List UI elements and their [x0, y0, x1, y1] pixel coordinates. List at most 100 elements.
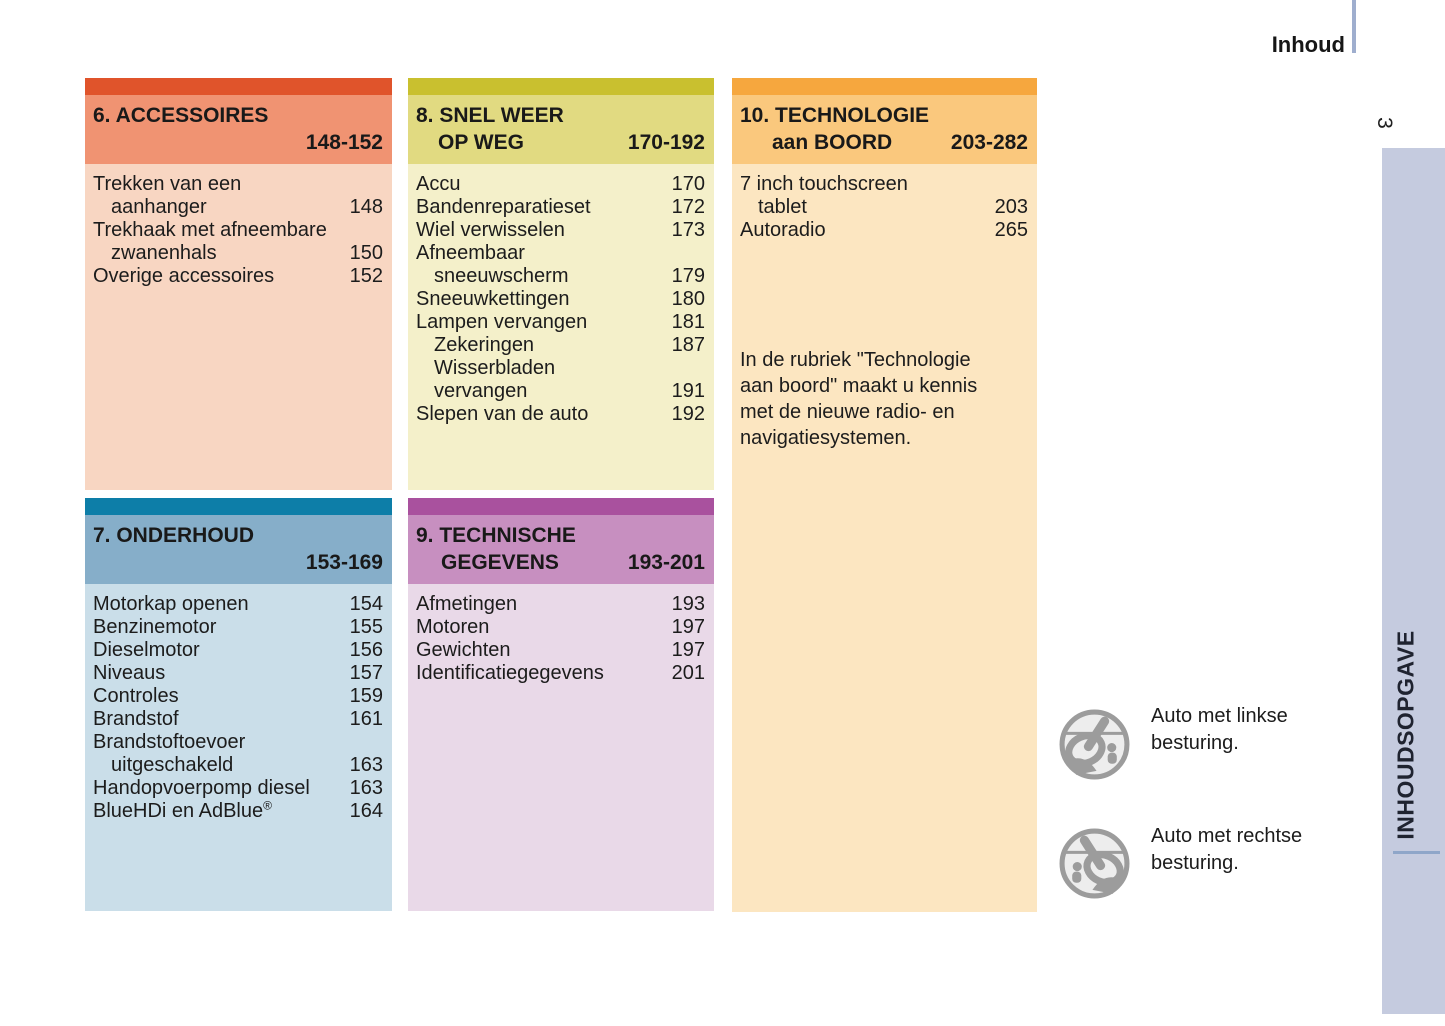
- toc-entry-page: 191: [671, 380, 705, 402]
- toc-entry-page: 157: [349, 662, 383, 684]
- section-title-line2: aan BOORD: [772, 131, 893, 154]
- toc-entry-label: Motorkap openen: [93, 593, 249, 615]
- toc-row: Zekeringen 187: [408, 334, 714, 357]
- toc-entry-label: Motoren: [416, 616, 490, 638]
- section-accessoires: 6. ACCESSOIRES 148-152 Trekken van een aanh…: [85, 78, 392, 490]
- toc-row: vervangen 191: [408, 380, 714, 403]
- toc-entry-label: Niveaus: [93, 662, 166, 684]
- section-header: 8. SNEL WEER OP WEG 170-192: [408, 95, 714, 164]
- toc-entry-page: 170: [671, 173, 705, 195]
- section-header: 10. TECHNOLOGIE aan BOORD 203-282: [732, 95, 1037, 164]
- toc-row: Lampen vervangen 181: [408, 311, 714, 334]
- toc-row: Controles 159: [85, 685, 392, 708]
- sidebar-rule: [1393, 851, 1440, 854]
- toc-entry-page: 197: [671, 639, 705, 661]
- section-page-range: 170-192: [627, 131, 705, 154]
- section-item-list: Trekken van een aanhanger 148 Trekhaak met …: [85, 164, 392, 490]
- toc-entry-page: 150: [349, 242, 383, 264]
- toc-entry-label: Dieselmotor: [93, 639, 200, 661]
- sidebar: [1382, 148, 1445, 1014]
- toc-entry-label: Lampen vervangen: [416, 311, 588, 333]
- toc-row: Trekken van een: [85, 173, 392, 196]
- sidebar-label: INHOUDSOPGAVE: [1392, 630, 1419, 840]
- toc-entry-label: Benzinemotor: [93, 616, 217, 638]
- section-page-range: 153-169: [305, 551, 383, 574]
- toc-entry-label: Afmetingen: [416, 593, 518, 615]
- toc-entry-label: Gewichten: [416, 639, 511, 661]
- toc-row: Gewichten 197: [408, 639, 714, 662]
- toc-entry-page: 192: [671, 403, 705, 425]
- toc-entry-label: 7 inch touchscreen: [740, 173, 908, 195]
- toc-entry-page: 180: [671, 288, 705, 310]
- section-header: 7. ONDERHOUD 153-169: [85, 515, 392, 584]
- toc-row: Motoren 197: [408, 616, 714, 639]
- toc-row: 7 inch touchscreen: [732, 173, 1037, 196]
- toc-entry-label: aanhanger: [111, 196, 207, 218]
- section-title-line2-row: OP WEG 170-192: [416, 129, 705, 156]
- toc-entry-label: uitgeschakeld: [111, 754, 234, 776]
- toc-entry-label: Overige accessoires: [93, 265, 275, 287]
- section-page-range: 203-282: [950, 131, 1028, 154]
- toc-entry-label: Brandstof: [93, 708, 179, 730]
- steering-wheel-right-icon: [1059, 828, 1130, 899]
- section-title-line1: 8. SNEL WEER: [416, 104, 564, 127]
- toc-entry-page: 187: [671, 334, 705, 356]
- toc-entry-label: Zekeringen: [434, 334, 535, 356]
- section-color-strip: [408, 78, 714, 95]
- toc-entry-page: 161: [349, 708, 383, 730]
- toc-entry-label: Brandstoftoevoer: [93, 731, 246, 753]
- section-snel-weer-op-weg: 8. SNEL WEER OP WEG 170-192 Accu 170 Bandenre…: [408, 78, 714, 490]
- toc-entry-label: Sneeuwkettingen: [416, 288, 570, 310]
- toc-entry-page: 163: [349, 777, 383, 799]
- toc-row: Brandstof 161: [85, 708, 392, 731]
- section-title-line1: 7. ONDERHOUD: [93, 524, 255, 547]
- toc-row: Brandstoftoevoer: [85, 731, 392, 754]
- section-title-line1: 10. TECHNOLOGIE: [740, 104, 930, 127]
- toc-entry-label: Identificatiegegevens: [416, 662, 604, 684]
- toc-entry-label: BlueHDi en AdBlue®: [93, 798, 272, 822]
- toc-entry-label: Controles: [93, 685, 179, 707]
- toc-entry-label: vervangen: [434, 380, 528, 402]
- toc-row: Afmetingen 193: [408, 593, 714, 616]
- toc-row: Autoradio 265: [732, 219, 1037, 242]
- toc-row: Trekhaak met afneembare: [85, 219, 392, 242]
- section-item-list: 7 inch touchscreen tablet 203 Autoradio 265 I…: [732, 164, 1037, 912]
- toc-entry-page: 148: [349, 196, 383, 218]
- toc-entry-page: [703, 357, 705, 380]
- toc-row: Slepen van de auto 192: [408, 403, 714, 426]
- toc-entry-label: Bandenreparatieset: [416, 196, 591, 218]
- toc-entry-page: 179: [671, 265, 705, 287]
- toc-entry-label: Wisserbladen: [434, 357, 556, 379]
- toc-row: Accu 170: [408, 173, 714, 196]
- toc-row: Bandenreparatieset 172: [408, 196, 714, 219]
- toc-entry-page: 156: [349, 639, 383, 661]
- section-title-line2: OP WEG: [438, 131, 524, 154]
- toc-entry-page: 159: [349, 685, 383, 707]
- section-title-line2-row: aan BOORD 203-282: [740, 129, 1028, 156]
- toc-entry-page: [703, 242, 705, 265]
- toc-entry-page: 155: [349, 616, 383, 638]
- section-color-strip: [408, 498, 714, 515]
- toc-row: Niveaus 157: [85, 662, 392, 685]
- toc-row: Handopvoerpomp diesel 163: [85, 777, 392, 800]
- toc-row: Wiel verwisselen 173: [408, 219, 714, 242]
- steering-wheel-left-icon: [1059, 709, 1130, 780]
- toc-entry-page: [381, 731, 383, 754]
- toc-row: tablet 203: [732, 196, 1037, 219]
- toc-row: Overige accessoires 152: [85, 265, 392, 288]
- section-item-list: Accu 170 Bandenreparatieset 172 Wiel verwiss…: [408, 164, 714, 490]
- section-title-line1: 9. TECHNISCHE: [416, 524, 576, 547]
- toc-entry-page: 164: [349, 800, 383, 822]
- toc-row: Motorkap openen 154: [85, 593, 392, 616]
- section-item-list: Motorkap openen 154 Benzinemotor 155 Dieselm…: [85, 584, 392, 911]
- toc-entry-page: [1026, 173, 1028, 196]
- section-color-strip: [85, 78, 392, 95]
- header-rule: [1352, 0, 1356, 53]
- toc-entry-label: Autoradio: [740, 219, 826, 241]
- toc-row: BlueHDi en AdBlue® 164: [85, 798, 392, 823]
- toc-entry-page: 265: [994, 219, 1028, 241]
- toc-entry-page: 197: [671, 616, 705, 638]
- section-technische-gegevens: 9. TECHNISCHE GEGEVENS 193-201 Afmetingen 19…: [408, 498, 714, 911]
- toc-entry-label: zwanenhals: [111, 242, 217, 264]
